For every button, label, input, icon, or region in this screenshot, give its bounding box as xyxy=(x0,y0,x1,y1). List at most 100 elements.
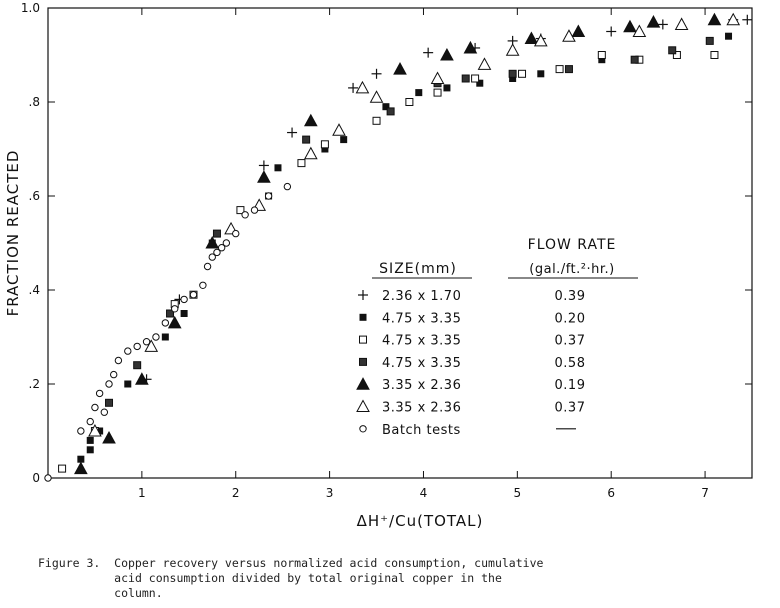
legend-flow-value: 0.19 xyxy=(555,378,586,393)
data-point xyxy=(110,370,118,379)
data-point xyxy=(166,309,175,318)
data-point xyxy=(332,123,346,136)
data-point xyxy=(274,164,282,172)
data-point xyxy=(657,19,668,30)
y-axis-title: FRACTION REACTED xyxy=(4,150,22,317)
data-point xyxy=(537,70,545,78)
legend-size-label: 3.35 x 2.36 xyxy=(382,401,461,416)
data-point xyxy=(386,107,395,116)
data-point xyxy=(440,47,454,61)
data-point xyxy=(105,398,114,407)
data-point xyxy=(508,69,517,78)
data-point xyxy=(135,372,149,385)
data-point xyxy=(96,427,104,435)
data-point xyxy=(217,244,226,252)
data-point xyxy=(95,389,104,398)
x-tick-label: 3 xyxy=(326,486,334,500)
data-point xyxy=(562,29,576,42)
data-point xyxy=(725,32,733,40)
y-tick-label: .2 xyxy=(29,377,40,391)
legend-marker xyxy=(359,335,367,344)
data-point xyxy=(203,262,212,271)
data-point xyxy=(321,145,329,153)
data-point xyxy=(433,88,442,97)
data-point xyxy=(509,75,517,82)
data-point xyxy=(393,62,407,75)
data-point xyxy=(320,140,329,149)
data-point xyxy=(571,24,586,37)
data-point xyxy=(114,356,123,365)
data-point xyxy=(405,98,414,106)
data-point xyxy=(430,71,445,84)
data-point xyxy=(672,51,681,59)
data-point xyxy=(88,423,102,437)
data-point xyxy=(133,361,142,370)
data-point xyxy=(423,47,434,58)
data-point xyxy=(77,455,85,463)
data-point xyxy=(167,315,182,329)
series-3 xyxy=(105,36,714,407)
data-point xyxy=(369,90,384,103)
data-point xyxy=(372,116,381,125)
data-point xyxy=(461,74,470,83)
legend-flow-header: FLOW RATE xyxy=(528,237,617,253)
data-point xyxy=(632,24,647,37)
legend-size-label: 4.75 x 3.35 xyxy=(382,311,461,326)
figure-caption: Figure 3. Copper recovery versus normali… xyxy=(38,556,544,600)
x-axis-title: ΔH⁺/Cu(TOTAL) xyxy=(357,512,484,530)
data-point xyxy=(105,380,113,388)
scatter-chart: 1 2 3 4 5 6 7 0 .2 .4 .6 .8 1.0 SIZE(mm) FLOW RATE (ga… xyxy=(4,1,753,530)
data-point xyxy=(124,380,132,388)
data-point xyxy=(161,333,169,341)
data-point xyxy=(476,79,484,87)
y-tick-label: .6 xyxy=(29,189,40,203)
legend-flow-value: 0.58 xyxy=(555,356,586,371)
legend-marker xyxy=(359,313,367,321)
legend-size-label: 4.75 x 3.35 xyxy=(382,334,461,349)
y-tick-label: .4 xyxy=(29,283,40,297)
legend-marker xyxy=(356,399,370,412)
data-point xyxy=(133,342,141,351)
data-point xyxy=(283,182,292,191)
data-point xyxy=(597,51,606,59)
data-point xyxy=(124,347,132,355)
data-point xyxy=(208,253,216,261)
legend-size-label: Batch tests xyxy=(382,423,461,438)
data-point xyxy=(371,68,382,79)
data-point xyxy=(171,305,179,313)
data-point xyxy=(564,65,573,74)
data-point xyxy=(623,19,637,33)
data-point xyxy=(505,43,520,56)
data-point xyxy=(86,417,94,426)
y-tick-label: .8 xyxy=(29,95,40,109)
data-point xyxy=(524,31,539,45)
x-tick-label: 7 xyxy=(701,486,709,500)
legend-size-label: 3.35 x 2.36 xyxy=(382,378,461,393)
data-point xyxy=(533,33,548,47)
x-tick-label: 5 xyxy=(514,486,522,500)
data-point xyxy=(674,17,689,30)
legend-marker xyxy=(356,377,370,390)
data-point xyxy=(212,229,221,238)
data-point xyxy=(241,211,249,219)
plot-frame xyxy=(47,7,753,479)
legend-marker xyxy=(358,290,368,300)
data-point xyxy=(213,248,221,257)
data-point xyxy=(199,281,207,289)
data-point xyxy=(152,333,160,341)
series-0 xyxy=(141,14,753,385)
data-point xyxy=(250,206,259,214)
data-point xyxy=(236,206,245,215)
data-point xyxy=(555,65,564,74)
data-point xyxy=(44,474,52,482)
legend-flow-value: 0.37 xyxy=(555,401,586,416)
x-tick-label: 1 xyxy=(138,486,146,500)
legend-size-label: 4.75 x 3.35 xyxy=(382,356,461,371)
data-point xyxy=(630,55,639,64)
data-point xyxy=(477,57,492,70)
data-point xyxy=(161,319,170,327)
data-point xyxy=(443,84,451,92)
data-point xyxy=(74,461,88,475)
plot-axes xyxy=(47,7,753,479)
data-point xyxy=(257,170,271,183)
